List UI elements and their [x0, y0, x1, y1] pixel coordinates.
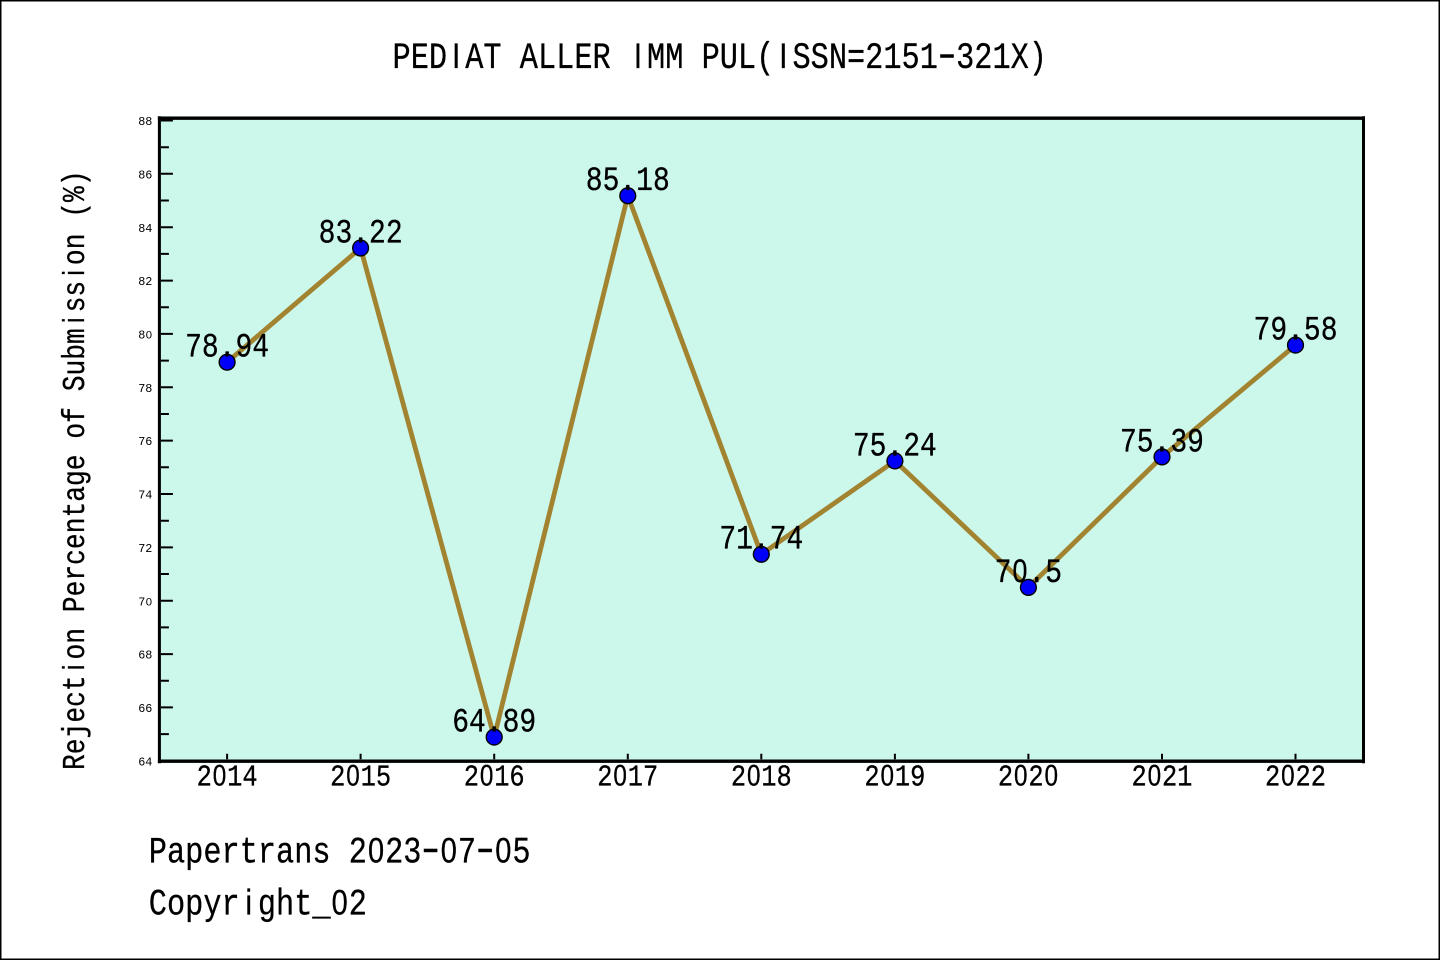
svg-text:2020: 2020: [998, 759, 1058, 795]
svg-text:80: 80: [138, 329, 152, 343]
svg-text:64: 64: [138, 755, 152, 769]
svg-text:85.18: 85.18: [586, 163, 670, 201]
svg-text:83.22: 83.22: [319, 215, 403, 253]
svg-text:78: 78: [138, 382, 152, 396]
svg-text:86: 86: [138, 168, 152, 182]
svg-text:2015: 2015: [330, 759, 391, 795]
svg-text:2021: 2021: [1131, 759, 1192, 795]
svg-text:82: 82: [138, 275, 152, 289]
svg-text:70: 70: [138, 595, 152, 609]
svg-text:75.24: 75.24: [853, 428, 937, 466]
svg-text:2018: 2018: [731, 759, 792, 795]
svg-text:68: 68: [138, 649, 152, 663]
svg-text:66: 66: [138, 702, 152, 716]
svg-text:2019: 2019: [864, 759, 925, 795]
svg-text:76: 76: [138, 435, 152, 449]
svg-text:79.58: 79.58: [1254, 312, 1338, 350]
svg-text:2014: 2014: [197, 759, 258, 795]
svg-text:71.74: 71.74: [719, 521, 803, 559]
svg-text:72: 72: [138, 542, 152, 556]
svg-text:2022: 2022: [1265, 759, 1326, 795]
svg-text:64.89: 64.89: [452, 704, 536, 742]
svg-text:88: 88: [138, 115, 152, 129]
svg-text:70.5: 70.5: [995, 553, 1062, 592]
svg-text:2016: 2016: [464, 759, 525, 795]
svg-text:75.39: 75.39: [1120, 424, 1204, 462]
svg-text:78.94: 78.94: [185, 329, 269, 367]
svg-text:74: 74: [138, 489, 152, 503]
svg-text:84: 84: [138, 222, 152, 236]
svg-text:2017: 2017: [597, 759, 658, 795]
svg-text:Rejection Percentage of Submis: Rejection Percentage of Submission (%): [57, 170, 94, 770]
